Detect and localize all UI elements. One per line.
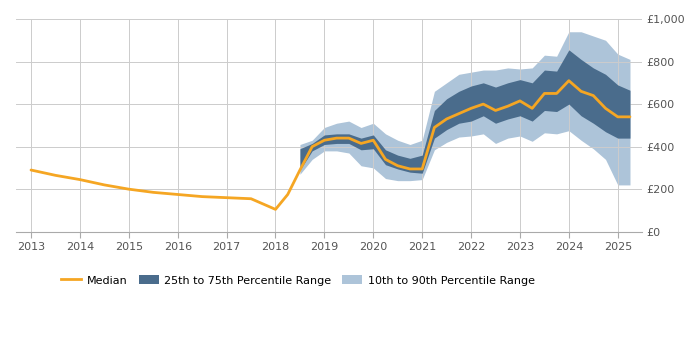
- Legend: Median, 25th to 75th Percentile Range, 10th to 90th Percentile Range: Median, 25th to 75th Percentile Range, 1…: [57, 271, 539, 290]
